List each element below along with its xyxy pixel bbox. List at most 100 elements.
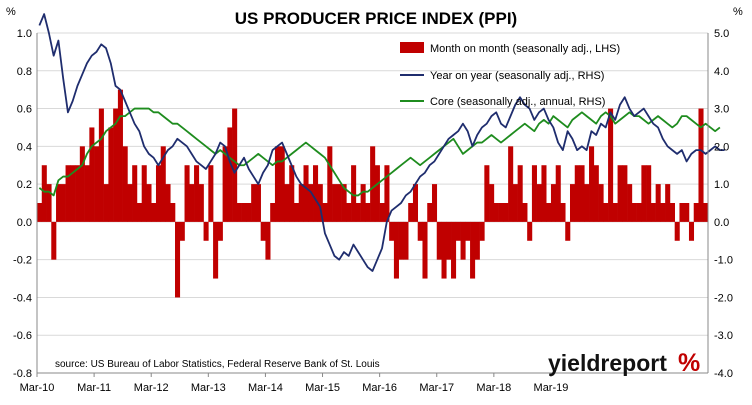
bar-mom <box>37 203 43 222</box>
bar-mom <box>655 184 661 222</box>
bar-mom <box>222 146 228 222</box>
bar-mom <box>550 184 557 222</box>
bar-mom <box>94 146 100 222</box>
x-tick-label: Mar-17 <box>419 382 454 394</box>
bar-mom <box>641 165 647 222</box>
bar-mom <box>351 165 357 222</box>
bar-mom <box>322 203 328 222</box>
bar-mom <box>384 165 390 222</box>
left-tick-label: -0.8 <box>13 368 32 380</box>
bar-mom <box>108 127 114 222</box>
bar-mom <box>360 184 366 222</box>
bar-mom <box>184 165 190 222</box>
bar-mom <box>574 165 580 222</box>
bar-mom <box>650 203 656 222</box>
right-tick-label: 2.0 <box>714 141 729 153</box>
legend: Month on month (seasonally adj., LHS) Ye… <box>400 42 620 108</box>
bar-mom <box>688 221 695 241</box>
x-tick-label: Mar-18 <box>476 382 511 394</box>
bar-mom <box>346 203 352 222</box>
bar-mom <box>474 221 480 260</box>
bar-mom <box>332 184 338 222</box>
bar-mom <box>612 203 618 222</box>
bar-mom <box>103 184 109 222</box>
legend-label-yoy: Year on year (seasonally adj., RHS) <box>430 70 604 82</box>
bar-mom <box>217 221 223 241</box>
x-tick-label: Mar-11 <box>77 382 111 394</box>
bar-mom <box>141 165 147 222</box>
bar-mom <box>246 203 252 222</box>
left-tick-label: 0.6 <box>17 104 32 116</box>
bar-mom <box>265 221 271 260</box>
bar-mom <box>527 221 533 241</box>
bar-mom <box>427 203 433 222</box>
bar-mom <box>498 203 504 222</box>
bar-mom <box>465 221 471 241</box>
right-tick-label: 4.0 <box>714 66 729 78</box>
bar-mom <box>365 203 371 222</box>
legend-label-core: Core (seasonally adj., annual, RHS) <box>430 96 605 108</box>
bar-mom <box>565 221 571 241</box>
bar-mom <box>293 203 300 222</box>
bar-mom <box>151 203 157 222</box>
bar-mom <box>531 165 537 222</box>
bar-mom <box>170 203 176 222</box>
bar-mom <box>669 203 675 222</box>
bar-mom <box>593 165 599 222</box>
bar-mom <box>84 165 90 222</box>
bar-mom <box>679 203 685 222</box>
bar-mom <box>132 165 138 222</box>
bar-mom <box>160 146 166 222</box>
bar-mom <box>703 203 709 222</box>
x-tick-label: Mar-14 <box>248 382 283 394</box>
bar-mom <box>198 184 204 222</box>
line-layer <box>38 13 725 272</box>
bar-mom <box>113 108 119 222</box>
bar-mom <box>617 165 623 222</box>
bar-mom <box>284 184 290 222</box>
bar-mom <box>51 221 57 260</box>
bar-mom <box>441 221 447 279</box>
x-tick-label: Mar-12 <box>134 382 169 394</box>
bar-mom <box>236 203 242 222</box>
bar-mom <box>417 221 423 241</box>
source-note: source: US Bureau of Labor Statistics, F… <box>55 359 380 370</box>
bar-mom <box>79 146 85 222</box>
right-tick-label: 0.0 <box>714 217 729 229</box>
bar-mom <box>379 203 385 222</box>
bar-mom <box>165 184 171 222</box>
bar-mom <box>313 165 319 222</box>
line-core <box>38 107 721 197</box>
bar-mom <box>489 184 495 222</box>
bar-mom <box>98 108 104 222</box>
bar-mom <box>255 184 261 222</box>
bar-mom <box>684 203 690 222</box>
bar-mom <box>60 184 66 222</box>
axis-layer: 1.0 0.8 0.6 0.4 0.2 0.0 -0.2 -0.4 -0.6 -0.8 5.0 4.0… <box>13 28 733 394</box>
bar-mom <box>175 221 181 298</box>
bar-mom <box>622 165 628 222</box>
bar-mom <box>389 221 395 241</box>
bar-mom <box>241 203 247 222</box>
bar-mom <box>598 184 604 222</box>
left-tick-label: -0.2 <box>13 255 32 267</box>
bar-mom <box>503 203 509 222</box>
bar-mom <box>336 184 342 222</box>
brand-percent-icon: % <box>678 349 700 377</box>
legend-swatch-bars <box>400 42 424 53</box>
bar-mom <box>512 184 518 222</box>
brand-wordmark: yieldreport <box>548 350 667 376</box>
left-tick-label: -0.6 <box>13 330 32 342</box>
bar-mom <box>75 165 81 222</box>
bar-mom <box>317 184 323 222</box>
bar-mom <box>451 221 457 279</box>
bar-mom <box>203 221 209 241</box>
left-tick-label: 0.0 <box>17 217 32 229</box>
bar-mom <box>327 146 333 222</box>
bar-mom <box>355 203 361 222</box>
bar-mom <box>117 89 123 222</box>
bar-mom <box>289 165 295 222</box>
bar-mom <box>274 146 281 222</box>
bar-mom <box>370 146 376 222</box>
